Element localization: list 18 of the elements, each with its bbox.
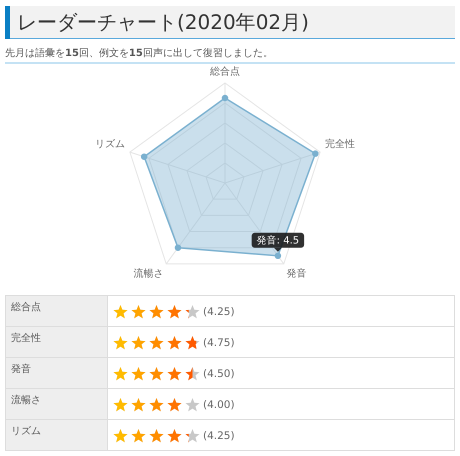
data-label: (4.50) — [203, 367, 235, 382]
spoke-label: 流暢さ — [133, 268, 164, 280]
spoke-label: リズム — [95, 138, 126, 150]
text: 発音: 4.5 — [256, 235, 300, 246]
spoke-label: 総合点 — [209, 66, 240, 78]
category-label: 発音 — [11, 364, 31, 376]
data-label: (4.75) — [203, 336, 235, 351]
data-label: (4.25) — [203, 305, 235, 320]
category-label: 総合点 — [11, 302, 41, 314]
data-label: (4.25) — [203, 429, 235, 444]
chart-subtitle: 先月は語彙を15回、例文を15回声に出して復習しました。 — [5, 47, 273, 60]
category-label: 流暢さ — [11, 395, 41, 407]
spoke-label: 完全性 — [324, 138, 355, 150]
chart-title: レーダーチャート(2020年02月) — [17, 9, 309, 36]
category-label: 完全性 — [11, 333, 41, 345]
spoke-label: 発音 — [286, 268, 307, 280]
data-label: (4.00) — [203, 398, 235, 413]
category-label: リズム — [11, 426, 41, 438]
